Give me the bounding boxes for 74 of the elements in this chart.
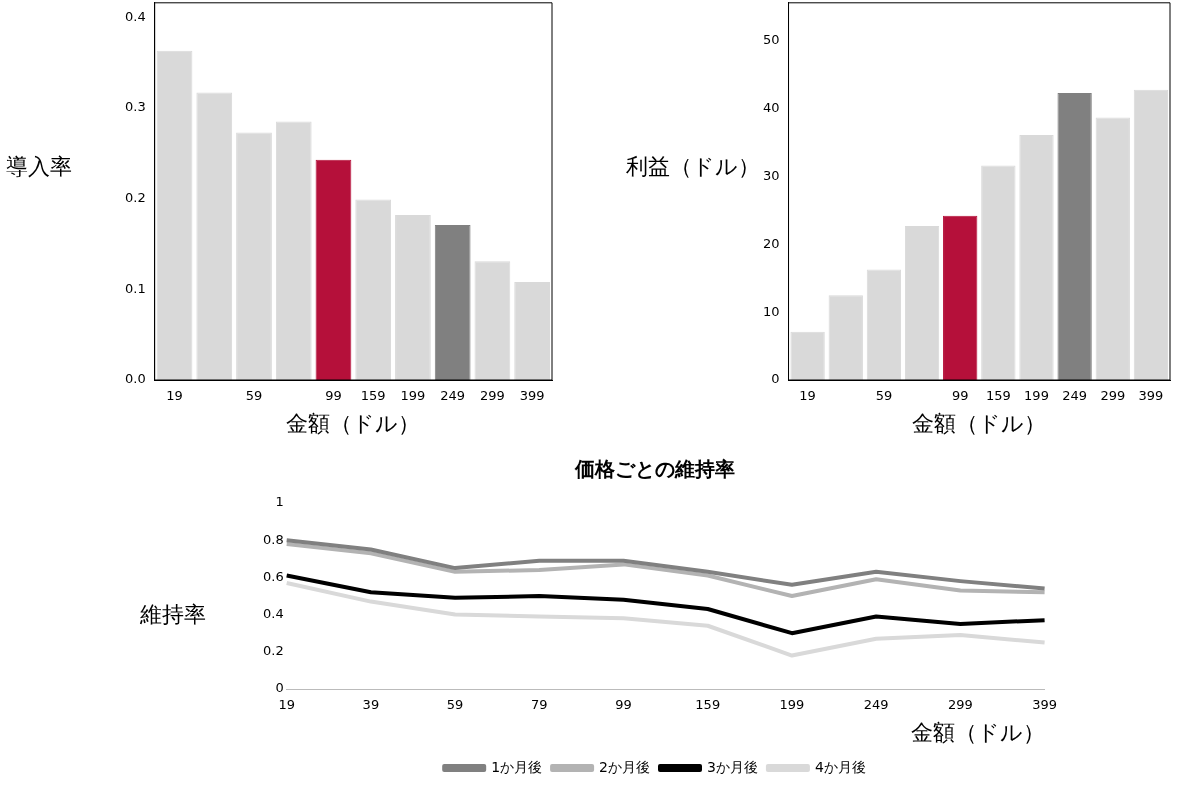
y-tick-label: 1 — [275, 494, 284, 510]
bar — [866, 269, 902, 380]
legend-label: 4か月後 — [814, 758, 866, 775]
x-tick-label: 399 — [1032, 697, 1058, 713]
x-tick-label: 19 — [799, 388, 816, 404]
bar — [355, 199, 392, 380]
y-tick-label: 0.0 — [124, 371, 146, 387]
x-tick-label: 99 — [325, 388, 342, 404]
x-axis-title: 金額（ドル） — [910, 719, 1045, 745]
x-tick-label: 79 — [531, 697, 548, 713]
y-axis-title: 導入率 — [6, 153, 73, 181]
y-tick-label: 10 — [763, 303, 780, 319]
y-tick-label: 0.3 — [124, 99, 146, 115]
bar — [1095, 117, 1130, 380]
x-tick-label: 399 — [1138, 388, 1164, 404]
bar — [196, 92, 233, 380]
x-tick-label: 159 — [360, 388, 386, 404]
y-tick-label: 0.8 — [262, 531, 284, 547]
x-tick-label: 19 — [278, 697, 295, 713]
legend-label: 1か月後 — [491, 758, 543, 775]
legend-label: 3か月後 — [707, 758, 758, 775]
y-tick-label: 0.6 — [262, 568, 284, 584]
x-tick-label: 59 — [446, 697, 464, 713]
y-tick-label: 40 — [763, 100, 780, 116]
x-tick-label: 299 — [1100, 388, 1126, 404]
y-tick-label: 0.1 — [124, 280, 146, 296]
x-axis-title: 金額（ドル） — [286, 410, 421, 436]
bar — [156, 50, 193, 380]
bar — [315, 159, 352, 380]
y-tick-label: 0 — [771, 371, 780, 387]
x-tick-label: 159 — [695, 697, 721, 713]
x-tick-label: 199 — [779, 697, 805, 713]
bar — [434, 224, 471, 380]
y-tick-label: 0.4 — [124, 8, 146, 24]
x-tick-label: 199 — [400, 388, 426, 404]
legend-label: 2か月後 — [599, 758, 651, 775]
chart-title: 価格ごとの維持率 — [574, 457, 735, 482]
y-tick-label: 20 — [763, 235, 780, 251]
bar — [395, 214, 431, 380]
bar — [236, 132, 272, 380]
bar — [981, 165, 1016, 380]
bar — [275, 121, 312, 380]
y-tick-label: 50 — [763, 32, 780, 48]
x-tick-label: 249 — [440, 388, 466, 404]
bar — [904, 226, 940, 380]
x-tick-label: 59 — [245, 388, 263, 404]
bar — [514, 282, 551, 380]
bar — [1057, 93, 1092, 380]
x-tick-label: 199 — [1024, 388, 1049, 404]
y-tick-label: 0.4 — [262, 605, 284, 621]
bar — [474, 261, 511, 380]
x-tick-label: 399 — [519, 388, 545, 404]
bar — [1133, 89, 1169, 380]
x-tick-label: 39 — [362, 697, 380, 713]
x-tick-label: 249 — [863, 697, 889, 713]
x-tick-label: 19 — [166, 388, 183, 404]
y-tick-label: 0.2 — [124, 190, 146, 206]
y-tick-label: 0 — [275, 680, 284, 696]
x-tick-label: 299 — [947, 697, 973, 713]
x-tick-label: 99 — [615, 697, 632, 713]
y-axis-title: 利益（ドル） — [625, 153, 760, 181]
x-tick-label: 299 — [479, 388, 505, 404]
x-tick-label: 249 — [1062, 388, 1088, 404]
y-tick-label: 0.2 — [262, 643, 284, 659]
bar — [943, 215, 978, 380]
bar — [1019, 135, 1054, 380]
x-tick-label: 99 — [951, 388, 969, 404]
bar — [790, 331, 825, 380]
bar — [828, 295, 863, 380]
x-tick-label: 159 — [985, 388, 1011, 404]
x-axis-title: 金額（ドル） — [912, 410, 1047, 436]
y-tick-label: 30 — [763, 167, 780, 183]
y-axis-title: 維持率 — [140, 602, 206, 627]
x-tick-label: 59 — [875, 388, 893, 404]
